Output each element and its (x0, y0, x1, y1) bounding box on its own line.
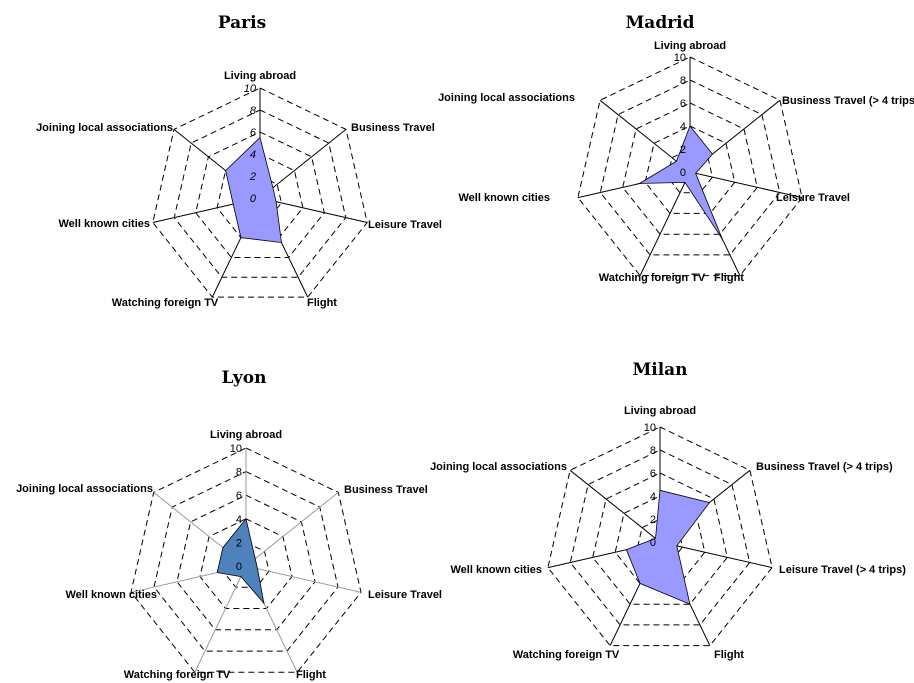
chart-title-milan: Milan (632, 360, 687, 380)
gridline-ring-4 (199, 518, 293, 609)
tick-label: 2 (236, 537, 242, 549)
tick-label: 10 (644, 422, 656, 434)
gridline-ring-2 (222, 541, 270, 588)
axis-spoke (659, 541, 773, 569)
gridline-ring-8 (153, 471, 339, 652)
axis-spoke (639, 171, 691, 276)
axis-label: Joining local associations (16, 483, 153, 495)
data-series-area (638, 125, 723, 240)
axis-label: Joining local associations (36, 122, 173, 134)
tick-label: 0 (680, 167, 686, 179)
axis-label: Living abroad (654, 40, 726, 52)
tick-label: 4 (236, 514, 242, 526)
axis-label: Living abroad (224, 70, 296, 82)
tick-label: 6 (680, 98, 686, 110)
chart-title-lyon: Lyon (222, 368, 267, 388)
axis-label: Well known cities (459, 192, 551, 204)
tick-label: 8 (680, 75, 686, 87)
axis-label: Living abroad (624, 405, 696, 417)
radar-chart-lyon: 0 2 4 6 8 10 Living abroad Business Travel Leisu… (16, 429, 442, 681)
tick-label: 6 (650, 468, 656, 480)
axis-label: Leisure Travel (776, 192, 850, 204)
gridline-ring-2 (667, 148, 713, 194)
axis-label: Watching foreign TV (112, 297, 219, 309)
tick-label: 10 (230, 443, 242, 455)
axis-label: Leisure Travel (> 4 trips) (779, 564, 906, 576)
tick-label: 4 (250, 149, 256, 161)
axis-label: Well known cities (66, 589, 158, 601)
tick-label: 4 (650, 491, 656, 503)
gridline-ring-8 (599, 79, 781, 256)
axis-spoke (194, 565, 247, 673)
axis-spoke (245, 565, 362, 593)
gridline-ring-10 (547, 426, 773, 647)
tick-label: 6 (236, 490, 242, 502)
data-series-area (225, 136, 282, 244)
tick-label: 2 (650, 514, 656, 526)
axis-label: Leisure Travel (368, 219, 442, 231)
axis-label: Business Travel (344, 484, 428, 496)
data-series-area (216, 517, 265, 605)
gridline-ring-8 (173, 109, 347, 278)
axis-label: Joining local associations (438, 92, 575, 104)
tick-label: 0 (650, 537, 656, 549)
axis-spoke (569, 469, 661, 543)
axis-label: Flight (307, 297, 337, 309)
tick-label: 6 (250, 127, 257, 139)
axis-label: Business Travel (351, 122, 435, 134)
data-series-area (625, 489, 711, 605)
axis-spoke (259, 129, 347, 199)
gridline-ring-10 (577, 56, 803, 277)
axis-spoke (259, 197, 368, 223)
tick-label: 2 (680, 144, 686, 156)
tick-label: 4 (680, 121, 686, 133)
tick-label: 10 (244, 83, 257, 95)
axis-spoke (245, 492, 339, 567)
axis-label: Watching foreign TV (599, 272, 706, 284)
axis-label: Business Travel (> 4 trips) (782, 95, 914, 107)
axis-label: Well known cities (451, 564, 543, 576)
tick-label: 8 (236, 467, 242, 479)
tick-label: 10 (674, 52, 686, 64)
axis-label: Living abroad (210, 429, 282, 441)
tick-label: 2 (249, 171, 256, 183)
gridline-ring-10 (152, 87, 368, 298)
tick-label: 8 (250, 105, 257, 117)
chart-title-madrid: Madrid (625, 13, 694, 33)
gridline-ring-8 (569, 449, 751, 626)
axis-label: Well known cities (59, 218, 151, 230)
axis-label: Flight (714, 649, 744, 661)
axis-label: Business Travel (> 4 trips) (756, 461, 893, 473)
chart-title-paris: Paris (218, 13, 266, 33)
gridline-ring-6 (195, 131, 325, 258)
axis-label: Watching foreign TV (124, 669, 231, 681)
gridline-ring-6 (176, 494, 316, 631)
tick-label: 8 (650, 445, 656, 457)
gridline-ring-4 (614, 495, 706, 584)
axis-label: Flight (714, 272, 744, 284)
axis-label: Flight (296, 669, 326, 681)
axis-label: Leisure Travel (368, 589, 442, 601)
axis-label: Watching foreign TV (513, 649, 620, 661)
tick-label: 0 (236, 561, 242, 573)
gridline-ring-4 (644, 125, 736, 214)
axis-label: Joining local associations (430, 461, 567, 473)
axis-spoke (689, 171, 803, 199)
tick-label: 0 (250, 193, 257, 205)
radar-chart-milan: 0 2 4 6 8 10 Living abroad Business Travel (> 4… (430, 405, 906, 661)
axis-spoke (599, 99, 691, 173)
